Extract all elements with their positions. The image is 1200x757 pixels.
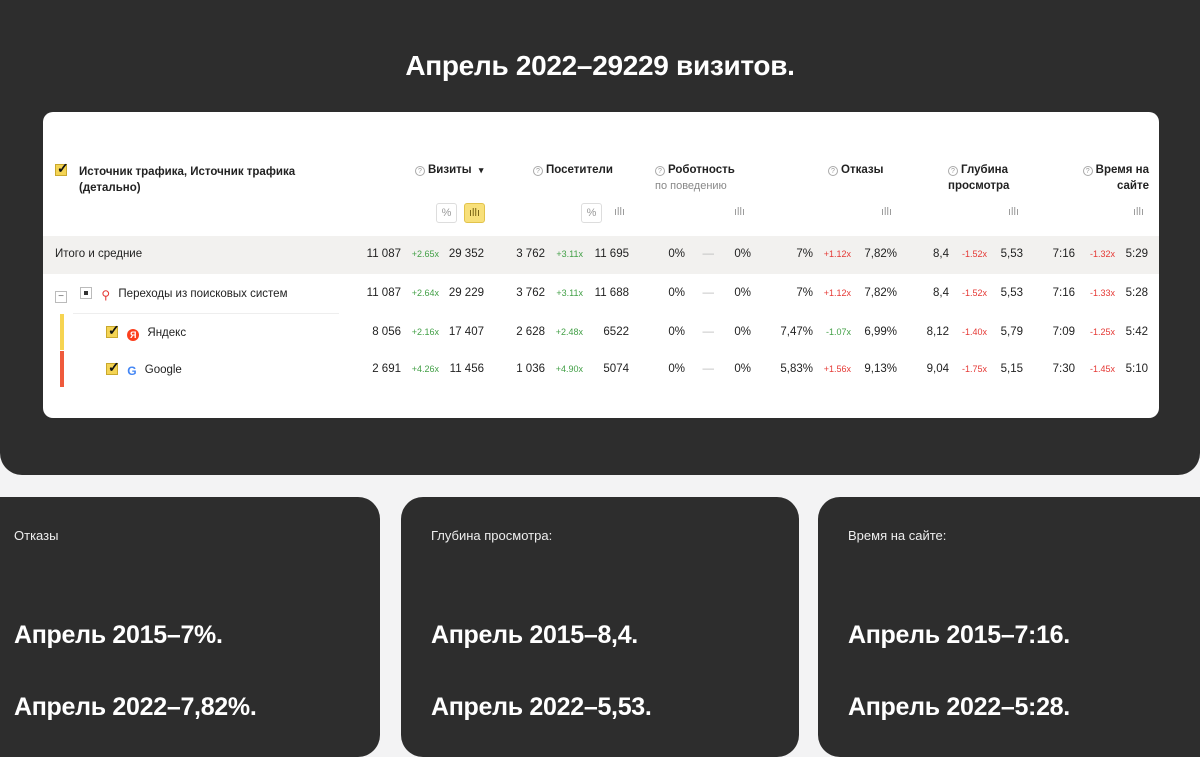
- col-header-bounce[interactable]: ? Отказы: [828, 162, 883, 178]
- bar-chart-icon[interactable]: ıllı: [1003, 203, 1024, 223]
- table-row-yandex[interactable]: Я Яндекс 8 056 +2.16x 17 407 2 628 +2.48…: [43, 314, 1159, 352]
- bar-chart-icon[interactable]: ıllı: [609, 203, 630, 223]
- yandex-logo-icon: Я: [127, 329, 140, 341]
- dimension-header: Источник трафика, Источник трафика (дета…: [55, 160, 335, 196]
- help-icon[interactable]: ?: [415, 166, 425, 176]
- help-icon[interactable]: ?: [655, 166, 665, 176]
- bar-chart-icon[interactable]: ıllı: [876, 203, 897, 223]
- row-label: Google: [144, 364, 182, 376]
- card-depth: Глубина просмотра: Апрель 2015–8,4. Апре…: [401, 497, 799, 757]
- card-value-2015: Апрель 2015–7%.: [14, 621, 223, 649]
- metrika-report-panel: Источник трафика, Источник трафика (дета…: [43, 112, 1159, 418]
- hero-section: Апрель 2022–29229 визитов. Источник траф…: [0, 0, 1200, 475]
- bar-chart-icon[interactable]: ıllı: [1128, 203, 1149, 223]
- col-header-visits[interactable]: ? Визиты ▾: [415, 162, 483, 178]
- card-value-2022: Апрель 2022–7,82%.: [14, 693, 257, 721]
- card-label: Отказы: [14, 528, 59, 543]
- row-label-group: G Google: [106, 359, 182, 378]
- table-row-google[interactable]: G Google 2 691 +4.26x 11 456 1 036 +4.90…: [43, 351, 1159, 389]
- row-label: Итого и средние: [55, 248, 143, 260]
- card-label: Глубина просмотра:: [431, 528, 553, 543]
- col-header-time[interactable]: ? Время на сайте: [1067, 162, 1149, 194]
- col-header-robots[interactable]: ? Роботность по поведению: [655, 164, 735, 192]
- card-label: Время на сайте:: [848, 528, 947, 543]
- row-select-checkbox[interactable]: [80, 287, 93, 299]
- col-header-visitors[interactable]: ? Посетители: [533, 162, 613, 178]
- card-value-2015: Апрель 2015–7:16.: [848, 621, 1070, 649]
- sort-desc-icon[interactable]: ▾: [478, 165, 484, 175]
- row-divider: [73, 313, 339, 314]
- card-bounce: Отказы Апрель 2015–7%. Апрель 2022–7,82%…: [0, 497, 380, 757]
- card-value-2022: Апрель 2022–5,53.: [431, 693, 652, 721]
- bar-chart-icon[interactable]: ıllı: [464, 203, 485, 223]
- help-icon[interactable]: ?: [828, 166, 838, 176]
- percent-toggle-icon[interactable]: %: [436, 203, 457, 223]
- table-row-total: Итого и средние 11 087 +2.65x 29 352 3 7…: [43, 236, 1159, 274]
- series-color-bar: [60, 351, 64, 387]
- row-label-group: − ⚲ Переходы из поисковых систем: [55, 287, 287, 303]
- col-header-depth[interactable]: ? Глубина просмотра: [948, 164, 1010, 192]
- hero-title: Апрель 2022–29229 визитов.: [405, 50, 795, 81]
- percent-toggle-icon[interactable]: %: [581, 203, 602, 223]
- row-label: Яндекс: [147, 327, 187, 339]
- collapse-toggle[interactable]: −: [55, 291, 67, 303]
- bar-chart-icon[interactable]: ıllı: [729, 203, 750, 223]
- magnifier-icon: ⚲: [101, 288, 111, 302]
- series-color-bar: [60, 314, 64, 350]
- dimension-header-label: Источник трафика, Источник трафика (дета…: [79, 166, 296, 194]
- row-select-checkbox[interactable]: [106, 322, 120, 339]
- row-label: Переходы из поисковых систем: [118, 288, 288, 300]
- card-time: Время на сайте: Апрель 2015–7:16. Апрель…: [818, 497, 1200, 757]
- select-all-checkbox[interactable]: [55, 160, 69, 176]
- row-label-group: Я Яндекс: [106, 322, 187, 341]
- table-row-search[interactable]: − ⚲ Переходы из поисковых систем 11 087 …: [43, 275, 1159, 313]
- help-icon[interactable]: ?: [1082, 166, 1093, 176]
- help-icon[interactable]: ?: [533, 166, 543, 176]
- row-select-checkbox[interactable]: [106, 359, 120, 376]
- card-value-2022: Апрель 2022–5:28.: [848, 693, 1070, 721]
- help-icon[interactable]: ?: [948, 166, 958, 176]
- card-value-2015: Апрель 2015–8,4.: [431, 621, 638, 649]
- google-logo-icon: G: [127, 364, 137, 378]
